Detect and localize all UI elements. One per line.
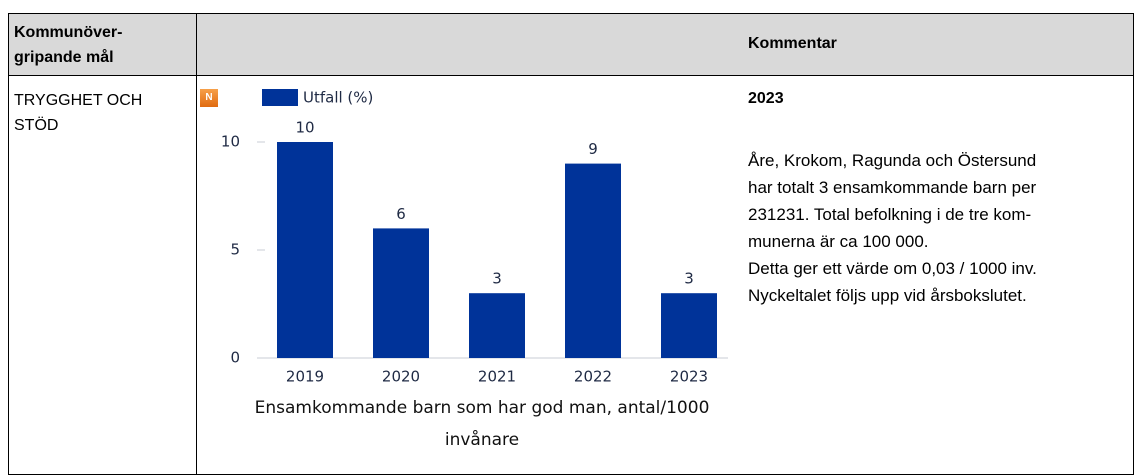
header-text: Kommunöver-gripande mål	[14, 24, 123, 66]
page: Kommunöver-gripande mål Kommentar TRYGGH…	[8, 13, 1134, 475]
value-label: 10	[295, 119, 314, 137]
y-tick-label: 10	[221, 133, 240, 151]
x-tick-label: 2020	[382, 368, 420, 386]
value-label: 3	[492, 270, 502, 288]
x-tick-label: 2019	[286, 368, 324, 386]
legend-swatch	[262, 89, 298, 106]
comment-line: har totalt 3 ensamkommande barn per	[748, 178, 1037, 197]
bar	[661, 293, 717, 358]
chart: Utfall (%) 0 5 10 10 2019 6 2020 3 2021 9 2022 3 2023	[221, 89, 728, 386]
comment-line: Detta ger ett värde om 0,03 / 1000 inv.	[748, 259, 1037, 278]
header-cell	[196, 13, 1134, 76]
y-tick-label: 5	[230, 241, 240, 259]
comment-line: Åre, Krokom, Ragunda och Östersund	[748, 151, 1037, 170]
legend-label: Utfall (%)	[303, 89, 373, 107]
bar	[565, 163, 621, 358]
chart-title: Ensamkommande barn som har god man, anta…	[254, 398, 710, 450]
header-cell	[8, 13, 197, 76]
header-text: Kommentar	[748, 35, 837, 52]
bar	[469, 293, 525, 358]
x-tick-label: 2022	[574, 368, 612, 386]
comment-text: Åre, Krokom, Ragunda och Östersund har to…	[748, 147, 1037, 309]
bar	[373, 228, 429, 358]
value-label: 3	[684, 270, 694, 288]
comment-heading: 2023	[748, 90, 784, 107]
comment-line: Nyckeltalet följs upp vid årsbokslutet.	[748, 286, 1027, 305]
comment-line: 231231. Total befolkning i de tre kom-	[748, 205, 1032, 224]
value-label: 6	[396, 205, 406, 223]
x-tick-label: 2021	[478, 368, 516, 386]
comment-line: munerna är ca 100 000.	[748, 232, 929, 251]
bar	[277, 142, 333, 358]
y-tick-label: 0	[230, 349, 240, 367]
badge: N	[200, 89, 218, 107]
row-label: TRYGGHET OCH STÖD	[14, 92, 143, 134]
value-label: 9	[588, 140, 598, 158]
x-tick-label: 2023	[670, 368, 708, 386]
